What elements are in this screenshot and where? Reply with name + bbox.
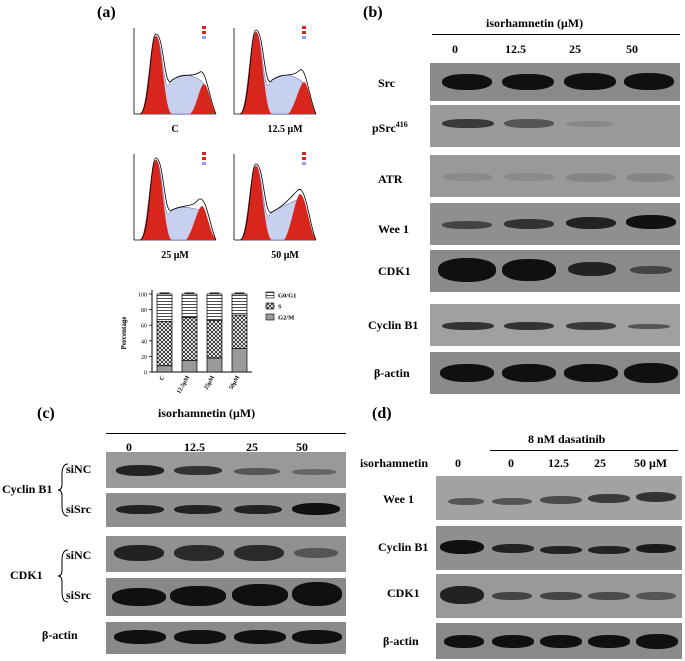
panel-d-row-header: isorhamnetin xyxy=(360,456,429,470)
blot-c-cdk1-sisrc xyxy=(106,578,346,616)
panel-d-treatment-rule xyxy=(490,450,678,451)
brace-icon xyxy=(58,463,69,517)
bar-segment xyxy=(231,314,248,349)
panel-d-dose: 50 μM xyxy=(634,456,668,470)
blot-d-cdk1 xyxy=(436,574,682,618)
histogram-12-5 xyxy=(233,26,317,115)
histogram-50 xyxy=(233,152,317,241)
panel-c-dose: 12.5 xyxy=(184,440,205,454)
legend-swatch xyxy=(265,302,275,310)
blot-cdk1 xyxy=(430,250,680,292)
panel-b-dose: 50 xyxy=(626,42,638,56)
panel-d-treatment: 8 nM dasatinib xyxy=(528,432,606,446)
bar-segment xyxy=(206,293,223,321)
blot-c-cyclin-b1-sinc xyxy=(106,452,346,488)
blot-d-label-wee1: Wee 1 xyxy=(383,492,414,506)
panel-c-header-rule xyxy=(106,433,346,434)
legend-label: G2/M xyxy=(278,315,294,322)
bar-segment xyxy=(156,293,173,322)
blot-d-beta-actin xyxy=(436,623,682,659)
bar-segment xyxy=(206,357,223,373)
panel-c-header: isorhamnetin (μM) xyxy=(158,406,256,420)
panel-a-letter: (a) xyxy=(97,4,116,21)
bar-segment xyxy=(231,348,248,373)
panel-c-sub-sisrc: siSrc xyxy=(66,502,92,516)
panel-c-sub-sinc: siNC xyxy=(66,462,92,476)
blot-label-beta-actin: β-actin xyxy=(374,366,410,380)
blot-d-label-cyclin-b1: Cyclin B1 xyxy=(378,540,429,554)
y-tick-label: 20 xyxy=(141,355,147,361)
blot-label-cyclin-b1: Cyclin B1 xyxy=(368,318,419,332)
blot-label-src: Src xyxy=(378,76,396,90)
blot-label-atr: ATR xyxy=(378,172,403,186)
bar-segment xyxy=(156,365,173,373)
bar-segment xyxy=(181,293,198,318)
panel-c-letter: (c) xyxy=(37,405,55,422)
x-tick-label: 25μM xyxy=(203,375,216,391)
blot-c-beta-actin xyxy=(106,622,346,654)
blot-beta-actin xyxy=(430,352,680,394)
panel-c-loading-label: β-actin xyxy=(42,628,78,642)
panel-b-header: isorhamnetin (μM) xyxy=(486,16,584,30)
y-tick-label: 80 xyxy=(141,308,147,314)
blot-d-cyclin-b1 xyxy=(436,526,682,570)
histogram-caption: C xyxy=(171,124,179,135)
bar-segment xyxy=(206,320,223,359)
blot-c-cyclin-b1-sisrc xyxy=(106,493,346,527)
y-tick-label: 0 xyxy=(144,371,147,377)
bar-segment xyxy=(181,359,198,373)
blot-label-wee1: Wee 1 xyxy=(378,222,409,236)
y-tick-label: 40 xyxy=(141,339,147,345)
panel-b-dose: 25 xyxy=(569,42,581,56)
bar-segment xyxy=(231,293,248,316)
blot-d-wee1 xyxy=(436,476,682,520)
panel-c-dose: 0 xyxy=(126,440,132,454)
blot-wee1 xyxy=(430,203,680,245)
bar-segment xyxy=(181,317,198,361)
y-tick-label: 100 xyxy=(138,293,147,299)
legend-swatch xyxy=(265,313,275,321)
histogram-caption: 50 μM xyxy=(271,250,299,261)
x-tick-label: 50μM xyxy=(228,375,241,391)
histogram-caption: 12.5 μM xyxy=(267,124,303,135)
panel-d-dose: 25 xyxy=(594,456,606,470)
panel-c-sub-sinc: siNC xyxy=(66,548,92,562)
legend-label: G0/G1 xyxy=(278,293,296,300)
panel-d-dose: 0 xyxy=(455,456,461,470)
panel-b-dose: 12.5 xyxy=(505,42,526,56)
brace-icon xyxy=(58,549,69,603)
blot-atr xyxy=(430,155,680,197)
blot-d-label-beta-actin: β-actin xyxy=(383,634,419,648)
blot-psrc xyxy=(430,105,680,147)
y-tick-label: 60 xyxy=(141,324,147,330)
panel-d-letter: (d) xyxy=(372,405,392,422)
panel-b-header-rule xyxy=(432,34,680,35)
blot-cyclin-b1 xyxy=(430,304,680,346)
x-tick-label: 12.5μM xyxy=(176,375,191,395)
blot-label-psrc: pSrc416 xyxy=(372,120,408,135)
blot-label-cdk1: CDK1 xyxy=(378,264,411,278)
panel-c-dose: 50 xyxy=(296,440,308,454)
legend-label: S xyxy=(278,304,282,311)
y-axis-label: Percentage xyxy=(120,317,128,350)
legend-swatch xyxy=(265,291,275,299)
panel-b-dose: 0 xyxy=(452,42,458,56)
panel-c-group-cyclin-b1: Cyclin B1 xyxy=(2,482,53,496)
panel-c-group-cdk1: CDK1 xyxy=(10,568,43,582)
histogram-caption: 25 μM xyxy=(161,250,189,261)
blot-c-cdk1-sinc xyxy=(106,536,346,572)
panel-d-dose: 0 xyxy=(508,456,514,470)
panel-c-dose: 25 xyxy=(246,440,258,454)
blot-src xyxy=(430,63,680,101)
panel-c-sub-sisrc: siSrc xyxy=(66,588,92,602)
cell-cycle-stacked-bar-chart: 0 20 40 60 80 100 Percentage C 12.5μM 25μM 50μM G0/… xyxy=(120,290,296,395)
histogram-25 xyxy=(133,152,217,241)
x-tick-label: C xyxy=(159,375,166,382)
bar-segment xyxy=(156,320,173,367)
histogram-control xyxy=(133,26,217,115)
blot-d-label-cdk1: CDK1 xyxy=(387,586,420,600)
panel-d-dose: 12.5 xyxy=(548,456,569,470)
panel-b-letter: (b) xyxy=(363,4,383,21)
